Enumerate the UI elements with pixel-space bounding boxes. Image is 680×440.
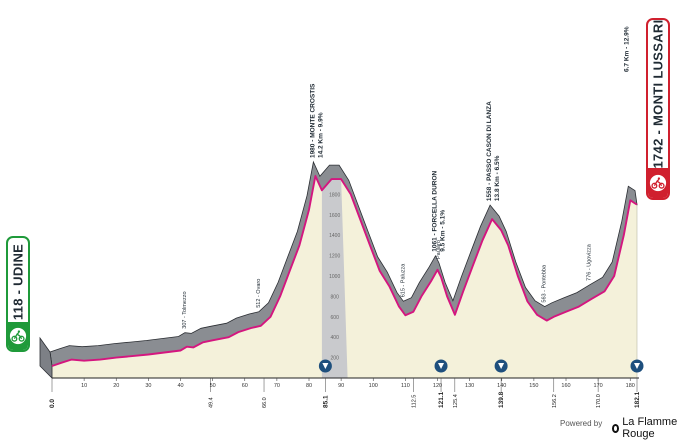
altitude-axis: 200 400 600 800 1000 1200 1400 1600 1800: [329, 192, 340, 361]
annotation-line: 14.2 Km - 9.9%: [317, 112, 324, 158]
altitude-tick-label: 800: [331, 294, 340, 300]
annotation-line: 1980 - MONTE CROSTIS: [309, 83, 316, 158]
km-marker-label: 66.0: [262, 397, 268, 408]
gpm-marker-icon: [434, 359, 448, 373]
climb-annotation: 512 - Ovaro: [256, 279, 262, 308]
distance-tick-label: 160: [561, 383, 570, 389]
distance-axis: 10 20 30 40 50 60 70 80 90 100 110 120 130 140 150 160 1…: [81, 378, 635, 389]
climb-annotation: 307 - Tolmezzo: [182, 291, 188, 328]
distance-tick-label: 140: [497, 383, 506, 389]
finish-cap: [648, 168, 668, 198]
annotations: 1980 - MONTE CROSTIS 14.2 Km - 9.9% 1061 -…: [182, 26, 630, 328]
distance-tick-label: 180: [626, 383, 635, 389]
route-ribbon: [51, 175, 638, 367]
distance-tick-label: 100: [369, 383, 378, 389]
distance-tick-label: 40: [177, 383, 183, 389]
annotation-line: 512 - Ovaro: [256, 279, 262, 308]
km-marker-label: 85.1: [322, 395, 329, 408]
distance-tick-label: 70: [274, 383, 280, 389]
finish-label: 1742 - MONTI LUSSARI: [650, 19, 666, 169]
profile-start-face: [39, 336, 53, 379]
cyclist-icon: [9, 327, 27, 345]
finish-badge: 1742 - MONTI LUSSARI: [646, 18, 670, 200]
gpm-climb-band: [321, 179, 348, 378]
altitude-tick-label: 1200: [329, 254, 340, 260]
distance-tick-label: 80: [306, 383, 312, 389]
distance-tick-label: 90: [338, 383, 344, 389]
altitude-tick-label: 1400: [329, 233, 340, 239]
footer-brand: La Flamme Rouge: [612, 416, 680, 440]
annotation-line: 615 - Paluzza: [400, 263, 406, 298]
climb-annotation: Paularo: [436, 240, 442, 259]
climb-annotation: 615 - Paluzza: [400, 263, 406, 298]
start-badge: 118 - UDINE: [6, 236, 30, 352]
finish-climb-note: 6.7 Km - 12.9%: [623, 26, 630, 72]
altitude-tick-label: 1800: [329, 192, 340, 198]
distance-tick-label: 50: [210, 383, 216, 389]
climb-annotation: 1558 - PASSO CASON DI LANZA 13.8 Km - 6.5…: [486, 101, 501, 201]
altitude-tick-label: 200: [331, 356, 340, 362]
annotation-line: Paularo: [436, 240, 442, 259]
distance-tick-label: 60: [242, 383, 248, 389]
footer-brand-name: La Flamme Rouge: [622, 416, 678, 440]
km-marker-label: 139.8: [498, 391, 505, 408]
gpm-marker-icon: [630, 359, 644, 373]
start-label: 118 - UDINE: [10, 243, 26, 321]
km-marker-label: 156.2: [552, 394, 558, 408]
annotation-line: 563 - Pontebba: [542, 264, 548, 303]
distance-tick-label: 110: [401, 383, 410, 389]
distance-tick-label: 120: [433, 383, 442, 389]
gpm-marker-icon: [318, 359, 332, 373]
km-marker-label: 170.0: [596, 394, 602, 408]
climb-annotation: 1061 - FORCELLA DURON 9.5 Km - 5.1%: [432, 170, 447, 251]
climb-annotation: 776 - Ugovizza: [587, 243, 593, 281]
km-marker-label: 121.1: [438, 391, 445, 408]
distance-tick-label: 30: [145, 383, 151, 389]
distance-tick-label: 20: [113, 383, 119, 389]
annotation-line: 9.5 Km - 5.1%: [440, 210, 447, 252]
altitude-tick-label: 1000: [329, 274, 340, 280]
distance-tick-label: 150: [529, 383, 538, 389]
km-marker-label: 49.4: [209, 397, 215, 408]
gpm-marker-icon: [494, 359, 508, 373]
footer-powered-by: Powered by: [560, 419, 603, 428]
km-marker-label: 112.5: [411, 395, 417, 408]
annotation-line: 1558 - PASSO CASON DI LANZA: [486, 101, 493, 201]
altitude-tick-label: 1600: [329, 213, 340, 219]
altitude-tick-label: 400: [331, 335, 340, 341]
km-marker-label: 125.4: [453, 394, 459, 408]
climb-annotation: 563 - Pontebba: [542, 264, 548, 303]
km-markers: 0.0 49.4 66.0 85.1 112.5 121.1 125.4 139.8 156.2…: [49, 378, 641, 408]
annotation-line: 307 - Tolmezzo: [182, 291, 188, 328]
km-marker-label: 0.0: [49, 399, 56, 408]
distance-tick-label: 10: [81, 383, 87, 389]
distance-tick-label: 130: [465, 383, 474, 389]
km-marker-label: 182.1: [634, 391, 641, 408]
annotation-line: 776 - Ugovizza: [587, 243, 593, 281]
climb-annotation: 1980 - MONTE CROSTIS 14.2 Km - 9.9%: [309, 83, 324, 158]
start-cap: [8, 322, 28, 350]
brand-logo-icon: [612, 423, 620, 433]
altitude-tick-label: 600: [331, 315, 340, 321]
cyclist-icon: [649, 174, 667, 192]
gpm-markers: [318, 359, 644, 373]
annotation-line: 13.8 Km - 6.5%: [494, 155, 501, 201]
annotation-line: 1061 - FORCELLA DURON: [432, 170, 439, 251]
